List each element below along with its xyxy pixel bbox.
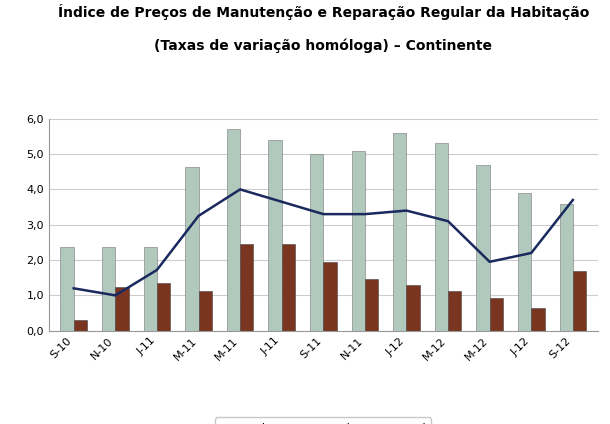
Bar (559, 204, 573, 331)
Bar (240, 244, 253, 331)
Text: (Taxas de variação homóloga) – Continente: (Taxas de variação homóloga) – Continent… (154, 38, 492, 53)
Bar (393, 133, 406, 331)
Text: Índice de Preços de Manutenção e Reparação Regular da Habitação: Índice de Preços de Manutenção e Reparaç… (57, 4, 589, 20)
Bar (490, 298, 503, 331)
Bar (365, 279, 378, 331)
Bar (198, 291, 212, 331)
Bar (406, 285, 420, 331)
Bar (435, 143, 448, 331)
Bar (115, 287, 129, 331)
Bar (185, 167, 198, 331)
Bar (448, 291, 461, 331)
Bar (157, 283, 170, 331)
Legend: Produtos, Serviços, Total: Produtos, Serviços, Total (215, 417, 431, 424)
Bar (573, 271, 586, 331)
Bar (310, 154, 323, 331)
Bar (476, 165, 490, 331)
Bar (351, 151, 365, 331)
Bar (323, 262, 337, 331)
Bar (74, 320, 87, 331)
Bar (102, 247, 115, 331)
Bar (227, 129, 240, 331)
Bar (531, 308, 545, 331)
Bar (518, 193, 531, 331)
Bar (282, 244, 295, 331)
Bar (60, 247, 74, 331)
Bar (143, 247, 157, 331)
Bar (268, 140, 282, 331)
